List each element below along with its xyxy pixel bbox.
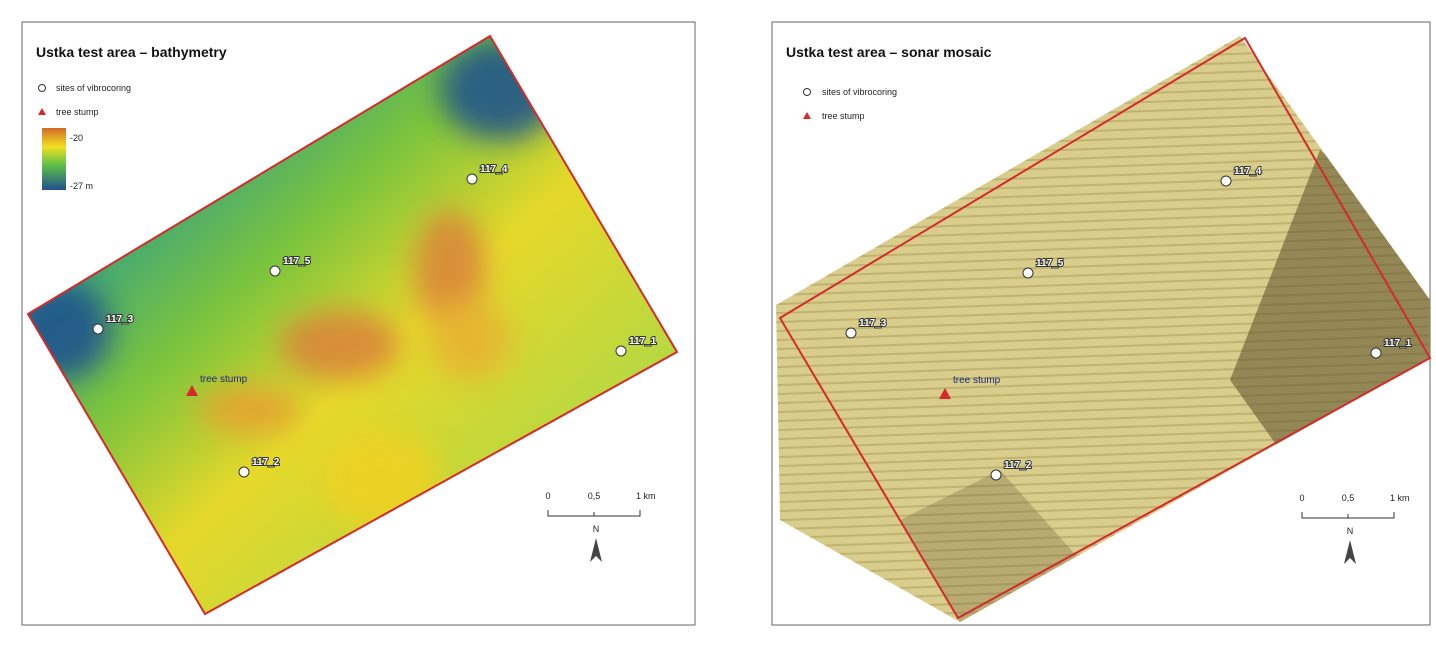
- legend-label: sites of vibrocoring: [822, 87, 897, 97]
- legend-site-symbol: [804, 89, 811, 96]
- scale-label: 1 km: [1390, 493, 1410, 503]
- site-marker: [270, 266, 280, 276]
- map-title: Ustka test area – sonar mosaic: [786, 44, 992, 60]
- scale-label: 0: [1299, 493, 1304, 503]
- site-label: 117_5: [283, 256, 311, 267]
- legend-label: tree stump: [822, 111, 865, 121]
- depth-label: -27 m: [70, 181, 93, 191]
- site-label: 117_5: [1036, 258, 1064, 269]
- site-label: 117_4: [480, 164, 508, 175]
- bathymetry-panel: Ustka test area – bathymetry sites of vi…: [0, 0, 700, 640]
- north-label: N: [1347, 526, 1354, 536]
- site-label: 117_3: [859, 318, 887, 329]
- site-marker: [616, 346, 626, 356]
- depth-label: -20: [70, 133, 83, 143]
- map-title: Ustka test area – bathymetry: [36, 44, 227, 60]
- depth-colorbar: [42, 128, 66, 190]
- site-label: 117_1: [1384, 338, 1412, 349]
- scale-label: 0: [545, 491, 550, 501]
- site-marker: [467, 174, 477, 184]
- site-label: 117_1: [629, 336, 657, 347]
- site-marker: [846, 328, 856, 338]
- site-label: 117_2: [252, 457, 280, 468]
- scale-label: 0,5: [1342, 493, 1355, 503]
- figure: Ustka test area – bathymetry sites of vi…: [0, 0, 1436, 640]
- stump-label: tree stump: [953, 375, 1001, 386]
- site-marker: [1023, 268, 1033, 278]
- legend-site-symbol: [39, 85, 46, 92]
- site-label: 117_2: [1004, 460, 1032, 471]
- legend-label: tree stump: [56, 107, 99, 117]
- site-label: 117_4: [1234, 166, 1262, 177]
- site-marker: [93, 324, 103, 334]
- sonar-panel: Ustka test area – sonar mosaic sites of …: [770, 0, 1436, 640]
- site-marker: [1221, 176, 1231, 186]
- site-marker: [239, 467, 249, 477]
- legend-label: sites of vibrocoring: [56, 83, 131, 93]
- stump-label: tree stump: [200, 374, 248, 385]
- scale-label: 0,5: [588, 491, 601, 501]
- north-label: N: [593, 524, 600, 534]
- site-marker: [991, 470, 1001, 480]
- scale-label: 1 km: [636, 491, 656, 501]
- site-marker: [1371, 348, 1381, 358]
- site-label: 117_3: [106, 314, 134, 325]
